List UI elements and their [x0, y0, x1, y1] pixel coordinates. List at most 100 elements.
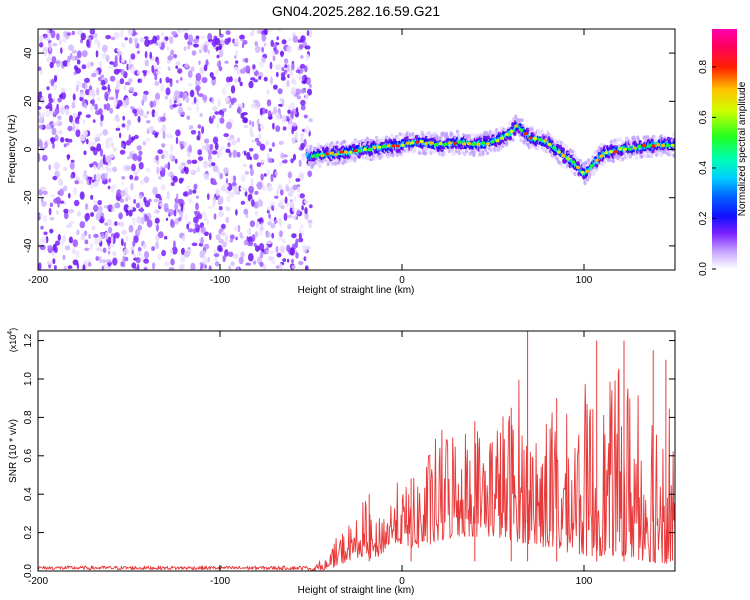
noise-dot [225, 216, 230, 224]
noise-dot [48, 207, 52, 216]
noise-dot [130, 136, 136, 141]
noise-dot [292, 122, 298, 127]
noise-dot [279, 221, 283, 228]
noise-dot [281, 160, 288, 164]
noise-dot [273, 106, 277, 114]
noise-dot [220, 146, 225, 150]
noise-dot [156, 99, 160, 106]
noise-dot [52, 97, 56, 104]
noise-dot [95, 173, 102, 182]
noise-dot [177, 198, 184, 203]
noise-dot [107, 185, 111, 190]
noise-dot [123, 204, 129, 213]
signal-peak-dot [575, 165, 580, 169]
noise-dot [84, 247, 90, 251]
noise-dot [50, 194, 56, 198]
noise-dot [140, 216, 145, 225]
noise-dot [167, 55, 173, 61]
noise-dot [224, 38, 230, 45]
noise-dot [213, 253, 220, 258]
noise-dot [254, 210, 259, 216]
noise-dot [272, 55, 276, 62]
noise-dot [95, 50, 99, 58]
noise-dot [239, 34, 245, 40]
noise-dot [119, 78, 125, 85]
snr-xlabel: Height of straight line (km) [298, 585, 415, 596]
noise-dot [59, 188, 64, 197]
noise-dot [45, 236, 49, 244]
snr-axes: -200 -100 0 100 0.0 0.2 0.4 0.6 0.8 1.0 1.2 [23, 331, 675, 587]
noise-dot [153, 99, 157, 108]
noise-dot [74, 180, 79, 185]
noise-dot [301, 230, 305, 237]
noise-dot [121, 229, 128, 235]
noise-dot [193, 183, 198, 190]
noise-dot [269, 218, 274, 223]
signal-halo [472, 152, 476, 157]
noise-dot [243, 66, 246, 74]
noise-dot [253, 99, 259, 104]
noise-dot [232, 149, 238, 158]
noise-dot [287, 37, 293, 42]
noise-dot [155, 154, 159, 161]
noise-dot [160, 84, 165, 93]
snr-panel: -200 -100 0 100 0.0 0.2 0.4 0.6 0.8 1.0 1.2 Height… [7, 328, 676, 596]
signal-halo [583, 181, 587, 186]
signal-halo [618, 137, 623, 142]
noise-dot [112, 166, 118, 173]
noise-dot [252, 260, 257, 265]
noise-dot [295, 178, 301, 182]
noise-dot [76, 50, 82, 59]
noise-dot [253, 243, 257, 248]
noise-dot [267, 116, 273, 120]
noise-dot [286, 80, 290, 88]
noise-dot [152, 262, 156, 270]
noise-dot [143, 176, 150, 183]
noise-dot [237, 224, 241, 233]
noise-dot [254, 106, 259, 110]
noise-dot [169, 36, 174, 44]
y-tick-label: 0 [23, 146, 34, 152]
signal-peak-dot [627, 147, 632, 151]
signal-peak-dot [405, 141, 410, 145]
noise-dot [225, 178, 229, 184]
noise-dot [112, 183, 116, 189]
noise-dot [52, 122, 58, 126]
noise-dot [137, 155, 142, 162]
signal-halo [492, 130, 496, 135]
noise-dot [89, 163, 93, 168]
noise-dot [286, 258, 290, 263]
noise-dot [273, 49, 279, 55]
noise-dot [307, 170, 313, 178]
noise-dot [79, 191, 85, 200]
noise-dot [125, 97, 129, 105]
noise-dot [279, 245, 286, 254]
noise-dot [202, 94, 208, 101]
snr-ylabel: SNR (10 * v/v) [8, 419, 19, 483]
noise-dot [188, 34, 194, 43]
noise-dot [235, 236, 238, 241]
noise-dot [67, 154, 70, 161]
noise-dot [143, 36, 149, 40]
noise-dot [96, 87, 100, 96]
noise-dot [265, 108, 268, 114]
noise-dot [222, 87, 226, 96]
signal-peak-dot [325, 152, 329, 156]
noise-dot [239, 232, 243, 239]
noise-dot [144, 200, 151, 208]
noise-dot [306, 30, 310, 36]
noise-dot [112, 257, 118, 266]
noise-dot [103, 263, 108, 270]
noise-dot [289, 68, 293, 75]
noise-dot [295, 88, 301, 96]
noise-dot [174, 218, 180, 225]
noise-dot [137, 78, 141, 83]
signal-peak-dot [561, 154, 566, 158]
noise-dot [182, 235, 186, 242]
noise-dot [117, 221, 120, 226]
noise-dot [97, 199, 102, 206]
noise-dot [308, 30, 313, 38]
noise-dot [128, 78, 133, 83]
noise-dot [193, 96, 197, 104]
noise-dot [230, 175, 234, 184]
